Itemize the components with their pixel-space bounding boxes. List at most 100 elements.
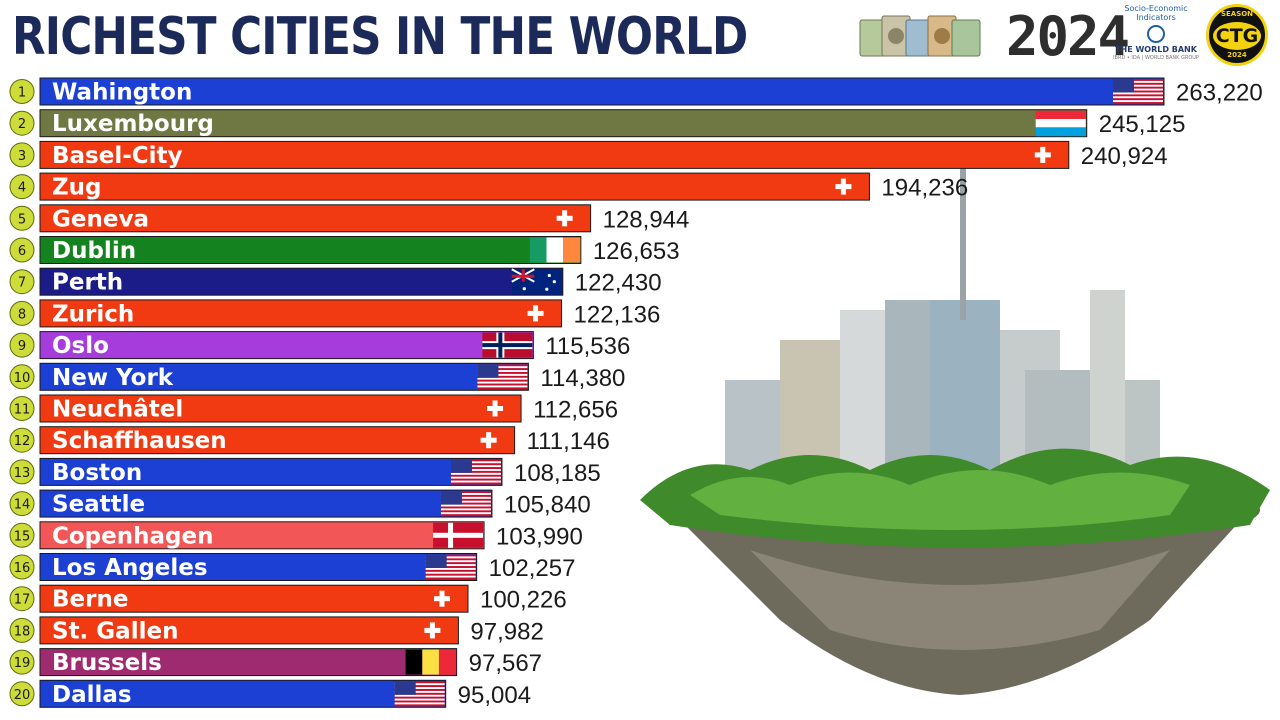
rank-badge xyxy=(9,142,35,168)
value-label: 126,653 xyxy=(593,238,680,265)
switzerland-flag-icon xyxy=(1034,146,1051,163)
category-label: Seattle xyxy=(52,492,145,518)
usa-flag-icon xyxy=(1113,79,1163,105)
category-label: Oslo xyxy=(52,333,109,359)
usa-flag-icon xyxy=(394,681,445,707)
value-label: 114,380 xyxy=(540,365,625,392)
category-label: Boston xyxy=(52,460,142,486)
rank-badge xyxy=(9,681,35,707)
bar xyxy=(39,331,534,360)
switzerland-flag-icon xyxy=(424,622,441,639)
bar xyxy=(39,299,563,328)
rank-badge xyxy=(9,617,35,643)
rank-badge xyxy=(9,110,35,136)
category-label: Brussels xyxy=(52,650,162,676)
value-label: 263,220 xyxy=(1176,80,1263,107)
bar-row: 18 St. Gallen 97,982 xyxy=(9,616,544,645)
category-label: Schaffhausen xyxy=(52,428,227,454)
switzerland-flag-icon xyxy=(835,178,852,195)
rank-badge xyxy=(9,237,35,263)
bar-row: 19 Brussels 97,567 xyxy=(9,648,542,677)
value-label: 194,236 xyxy=(881,175,968,202)
rank-label: 3 xyxy=(18,149,26,164)
bar-row: 15 Copenhagen 103,990 xyxy=(9,521,583,550)
rank-label: 14 xyxy=(14,498,31,513)
bar-row: 2 Luxembourg 245,125 xyxy=(9,109,1185,138)
rank-badge xyxy=(9,269,35,295)
bar-row: 9 Oslo 115,536 xyxy=(9,331,630,360)
rank-badge xyxy=(9,554,35,580)
usa-flag-icon xyxy=(450,459,501,485)
logo-season-label: SEASON xyxy=(1220,10,1254,18)
rank-label: 18 xyxy=(14,624,31,639)
usa-flag-icon xyxy=(477,364,528,390)
source-sub-label: IBRD • IDA | WORLD BANK GROUP xyxy=(1113,55,1199,61)
category-label: Dublin xyxy=(52,238,136,264)
year-label: 2024 xyxy=(1006,5,1130,68)
switzerland-flag-icon xyxy=(480,432,497,449)
luxembourg-flag-icon xyxy=(1035,110,1086,137)
value-label: 95,004 xyxy=(458,682,531,709)
bar xyxy=(39,236,582,264)
rank-label: 16 xyxy=(14,561,31,576)
rank-badge xyxy=(9,364,35,390)
logo-text: CTG xyxy=(1213,22,1261,50)
rank-label: 5 xyxy=(18,212,26,227)
value-label: 97,982 xyxy=(470,618,543,645)
rank-badge xyxy=(9,427,35,453)
rank-label: 15 xyxy=(14,529,31,544)
value-label: 240,924 xyxy=(1081,143,1168,170)
rank-label: 17 xyxy=(14,593,31,608)
norway-flag-icon xyxy=(482,332,533,358)
rank-badge xyxy=(9,300,35,326)
bar xyxy=(39,394,522,423)
bar-row: 5 Geneva 128,944 xyxy=(9,204,690,233)
bar xyxy=(39,616,459,645)
bar xyxy=(39,140,1070,169)
value-label: 108,185 xyxy=(514,460,601,487)
rank-label: 12 xyxy=(14,434,31,449)
bar-row: 3 Basel-City 240,924 xyxy=(9,140,1168,170)
value-label: 111,146 xyxy=(527,428,610,455)
rank-badge xyxy=(9,205,35,231)
category-label: Basel-City xyxy=(52,143,183,169)
value-label: 128,944 xyxy=(603,206,690,233)
rank-label: 9 xyxy=(18,339,26,354)
rank-label: 1 xyxy=(18,86,26,101)
category-label: Los Angeles xyxy=(52,555,208,581)
globe-icon xyxy=(1147,25,1165,43)
denmark-flag-icon xyxy=(433,522,484,548)
rank-label: 6 xyxy=(18,244,26,259)
category-label: Neuchâtel xyxy=(52,397,183,423)
value-label: 100,226 xyxy=(480,587,567,614)
category-label: Copenhagen xyxy=(52,523,213,549)
bar xyxy=(39,267,564,296)
category-label: Luxembourg xyxy=(52,111,214,137)
bar-row: 12 Schaffhausen 111,146 xyxy=(9,426,610,455)
bar xyxy=(39,489,493,518)
rank-label: 13 xyxy=(14,466,31,481)
rank-badge xyxy=(9,491,35,517)
category-label: New York xyxy=(52,365,174,391)
belgium-flag-icon xyxy=(405,649,457,675)
bar-row: 6 Dublin 126,653 xyxy=(9,236,680,265)
rank-badge xyxy=(9,332,35,358)
bar-row: 4 Zug 194,236 xyxy=(9,172,968,202)
category-label: Dallas xyxy=(52,682,132,708)
switzerland-flag-icon xyxy=(556,210,573,227)
rank-label: 8 xyxy=(18,307,26,322)
australia-flag-icon xyxy=(511,268,562,295)
bar xyxy=(39,553,478,581)
bar xyxy=(39,77,1165,106)
rank-label: 20 xyxy=(14,688,31,703)
bar xyxy=(39,109,1088,138)
value-label: 122,136 xyxy=(574,301,661,328)
category-label: Berne xyxy=(52,587,128,613)
bar xyxy=(39,648,458,677)
value-label: 105,840 xyxy=(504,492,591,519)
bar-row: 1 Wahington 263,220 xyxy=(9,77,1263,107)
money-banknotes-icon xyxy=(859,15,981,57)
rank-badge xyxy=(9,174,35,200)
category-label: Zug xyxy=(52,175,102,201)
